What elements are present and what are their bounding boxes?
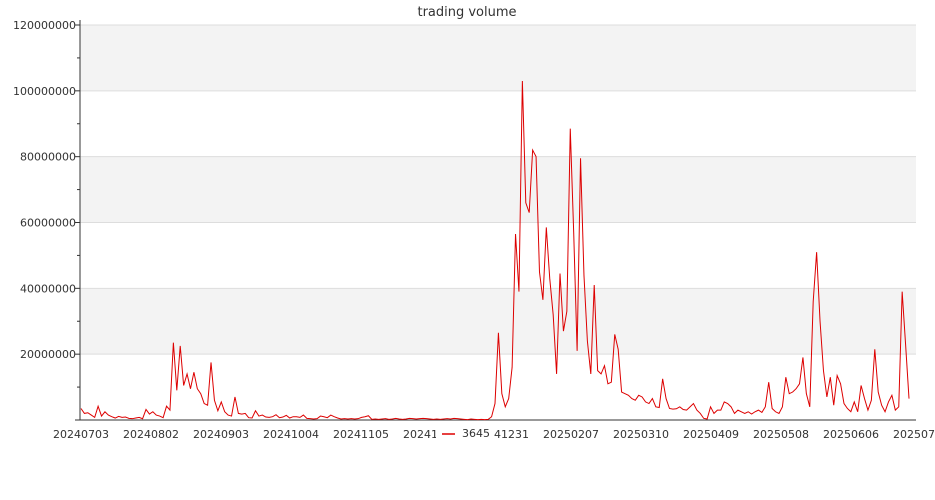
chart-title: trading volume	[417, 5, 516, 20]
x-tick-label: 20240703	[53, 428, 109, 441]
y-tick-label: 100000000	[13, 85, 76, 98]
grid-band	[80, 25, 916, 91]
x-tick-label: 20241004	[263, 428, 319, 441]
y-tick-label: 40000000	[20, 282, 76, 295]
series-line-3645	[80, 80, 910, 421]
y-tick-label: 80000000	[20, 151, 76, 164]
legend-label-3645: 3645	[462, 427, 490, 440]
x-tick-label: 20250707	[893, 428, 935, 441]
x-tick-label: 20250310	[613, 428, 669, 441]
y-axis-ticks: 20000000 40000000 60000000 80000000 10000000…	[13, 19, 80, 421]
y-tick-label: 60000000	[20, 217, 76, 230]
y-tick-label: 120000000	[13, 19, 76, 32]
y-tick-label: 20000000	[20, 348, 76, 361]
x-tick-label: 20241105	[333, 428, 389, 441]
axes	[79, 20, 916, 421]
grid-band	[80, 156, 916, 223]
x-tick-label: 20240903	[193, 428, 249, 441]
x-tick-label: 20250508	[753, 428, 809, 441]
x-tick-label: 20250606	[823, 428, 879, 441]
x-tick-label: 20240802	[123, 428, 179, 441]
legend-background	[436, 424, 494, 442]
x-axis-ticks: 20240703 20240802 20240903 20241004 20241105…	[53, 428, 935, 441]
x-tick-label: 20250207	[543, 428, 599, 441]
grid-bands	[80, 25, 916, 355]
legend: 3645	[436, 424, 494, 442]
x-tick-label: 20250409	[683, 428, 739, 441]
